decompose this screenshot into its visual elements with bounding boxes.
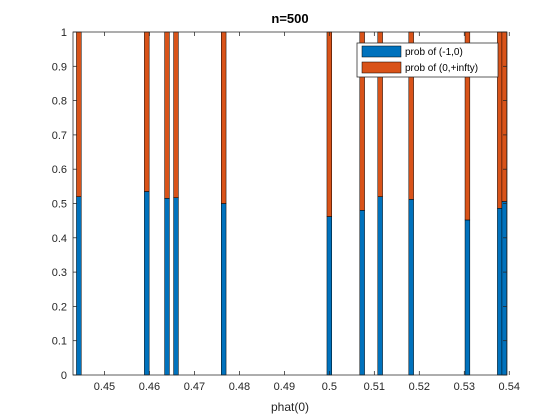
y-tick-label: 0.9 [52, 61, 67, 73]
plot-area [73, 32, 507, 375]
bar-series-1-6 [326, 216, 333, 376]
bar-series-1-5 [221, 203, 227, 376]
bar-series-1-2 [144, 191, 150, 376]
y-tick-label: 0.5 [52, 199, 67, 211]
x-tick-label: 0.49 [274, 381, 295, 393]
y-tick-label: 0.2 [52, 301, 67, 313]
bar-series-1-10 [464, 219, 471, 376]
y-tick-label: 0.4 [52, 233, 67, 245]
x-axis-label: phat(0) [271, 400, 309, 414]
chart-title: n=500 [271, 11, 308, 26]
legend-label-series-1: prob of (-1,0) [405, 47, 463, 58]
bar-series-2-12 [501, 31, 507, 202]
x-tick-label: 0.52 [409, 381, 430, 393]
bar-series-2-4 [173, 31, 179, 198]
x-tick-label: 0.5 [322, 381, 337, 393]
y-axis: 0 0.1 0.2 0.3 0.4 0.5 0.6 0.7 0.8 0.9 1 [52, 27, 507, 382]
y-tick-label: 0.7 [52, 130, 67, 142]
y-tick-label: 0.8 [52, 96, 67, 108]
bar-series-1-12 [501, 201, 507, 376]
bar-series-1-4 [173, 197, 179, 376]
legend: prob of (-1,0) prob of (0,+infty) [356, 42, 499, 78]
x-tick-label: 0.51 [364, 381, 385, 393]
x-tick-label: 0.48 [229, 381, 250, 393]
bar-series-1-3 [164, 198, 170, 376]
bar-series-1-9 [408, 199, 414, 376]
legend-swatch-series-1 [361, 45, 402, 58]
legend-swatch-series-2 [361, 61, 402, 74]
bar-series-1-1 [76, 196, 82, 376]
y-tick-label: 1 [61, 27, 67, 39]
x-tick-label: 0.46 [139, 381, 160, 393]
y-tick-label: 0 [61, 370, 67, 382]
x-axis: 0.45 0.46 0.47 0.48 0.49 0.5 0.51 0.52 0.53 0.54 [94, 32, 520, 393]
bar-series-2-2 [144, 31, 150, 192]
bar-series-2-6 [326, 31, 333, 217]
legend-label-series-2: prob of (0,+infty) [405, 63, 478, 74]
bar-series-1-11 [497, 208, 503, 376]
bar-series-2-5 [221, 31, 227, 204]
bar-series-1-7 [359, 210, 365, 376]
y-tick-label: 0.1 [52, 336, 67, 348]
x-tick-label: 0.47 [184, 381, 205, 393]
x-tick-label: 0.45 [94, 381, 115, 393]
bar-series-2-3 [164, 31, 170, 199]
bar-series-1-8 [377, 196, 383, 376]
bar-series-2-1 [76, 31, 82, 197]
y-tick-label: 0.3 [52, 267, 67, 279]
x-tick-label: 0.54 [499, 381, 520, 393]
y-tick-label: 0.6 [52, 164, 67, 176]
x-tick-label: 0.53 [454, 381, 475, 393]
